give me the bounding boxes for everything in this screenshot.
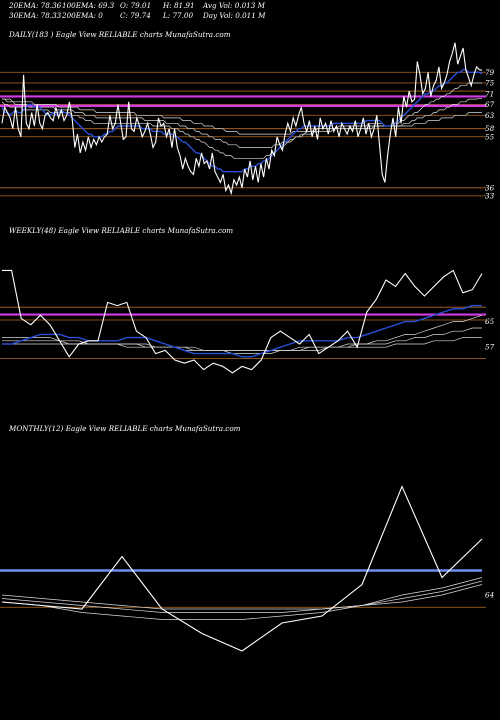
day-vol-label: Day Vol: 0.011 M: [202, 11, 266, 20]
y-tick-label: 36: [485, 183, 495, 192]
avg-vol-label: Avg Vol: 0.013 M: [202, 1, 266, 10]
ema-fast-line: [2, 304, 482, 358]
ema-slow-line: [2, 98, 482, 135]
y-tick-label: 75: [485, 79, 495, 88]
price-line: [2, 269, 483, 374]
price-line: [1, 42, 483, 196]
ema-slow-line: [2, 97, 482, 148]
monthly-chart-panel: 64: [0, 485, 495, 652]
ema-slow-line: [1, 584, 483, 610]
monthly-panel-title: MONTHLY(12) Eagle View RELIABLE charts M…: [8, 424, 241, 433]
y-tick-label: 33: [485, 191, 495, 200]
close-label: C: 79.74: [120, 11, 151, 20]
ema-slow-line: [1, 82, 482, 159]
ema200-label: 200EMA: 0: [61, 11, 103, 20]
y-tick-label: 57: [485, 343, 495, 352]
header-stats: 20EMA: 78.36 100EMA: 69.3 O: 79.01 H: 81…: [8, 1, 266, 20]
ema-slow-line: [1, 580, 483, 613]
y-tick-label: 71: [485, 89, 494, 98]
y-tick-label: 55: [485, 132, 495, 141]
price-line: [1, 485, 483, 652]
y-tick-label: 58: [485, 124, 495, 133]
weekly-panel-title: WEEKLY(48) Eagle View RELIABLE charts Mu…: [9, 226, 233, 235]
low-label: L: 77.00: [162, 11, 193, 20]
ema-slow-line: [2, 314, 483, 354]
y-tick-label: 67: [485, 100, 495, 109]
y-tick-label: 64: [485, 591, 495, 600]
daily-panel-title: DAILY(183 ) Eagle View RELIABLE charts M…: [8, 30, 231, 39]
y-tick-label: 63: [485, 111, 495, 120]
ema-slow-line: [2, 337, 482, 351]
weekly-chart-panel: 65 57: [0, 269, 495, 374]
ema100-label: 100EMA: 69.3: [62, 1, 115, 10]
y-tick-label: 65: [485, 317, 495, 326]
y-tick-label: 79: [485, 68, 495, 77]
ema-slow-line: [1, 577, 483, 620]
open-label: O: 79.01: [120, 1, 151, 10]
high-label: H: 81.91: [162, 1, 195, 10]
ema30-label: 30EMA: 78.33: [9, 11, 62, 20]
ema20-label: 20EMA: 78.36: [8, 1, 62, 10]
